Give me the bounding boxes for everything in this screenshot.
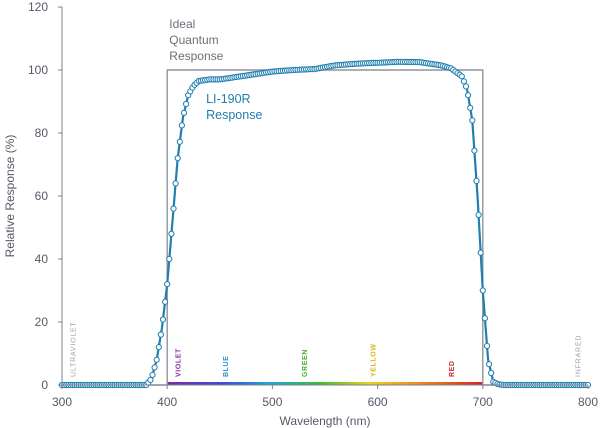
x-tick-label: 300 [52, 395, 72, 409]
response-data-point [486, 361, 493, 368]
spectrum-band-label: BLUE [223, 356, 230, 377]
response-data-point [477, 249, 484, 256]
spectrum-band-label: GREEN [302, 349, 309, 377]
response-data-point [149, 371, 156, 378]
ideal-response-label: Quantum [169, 33, 218, 47]
y-tick-label: 100 [28, 63, 48, 77]
response-data-point [164, 281, 171, 288]
response-data-point [465, 92, 472, 99]
response-data-point [183, 100, 190, 108]
response-data-point [467, 104, 474, 111]
response-data-point [483, 342, 491, 349]
response-data-point [147, 376, 154, 384]
response-data-point [162, 298, 169, 305]
response-data-point [481, 315, 488, 322]
y-tick-label: 60 [35, 189, 49, 203]
response-data-point [469, 117, 476, 124]
response-data-point [460, 78, 467, 85]
response-data-point [172, 180, 179, 187]
spectrum-band-label: RED [449, 360, 456, 377]
spectrum-edge-label: ULTRAVIOLET [71, 321, 78, 377]
y-axis-title: Relative Response (%) [3, 135, 17, 258]
visible-spectrum-strip [167, 382, 483, 385]
y-tick-label: 40 [35, 252, 49, 266]
x-tick-label: 600 [368, 395, 388, 409]
li190r-response-label: Response [206, 108, 262, 122]
y-tick-label: 120 [28, 0, 48, 14]
y-tick-label: 80 [35, 126, 49, 140]
y-tick-label: 20 [35, 315, 49, 329]
response-data-point [166, 255, 173, 263]
x-tick-label: 400 [157, 395, 177, 409]
x-tick-label: 500 [262, 395, 282, 409]
response-data-point [157, 331, 164, 338]
spectrum-edge-label: INFRARED [575, 335, 582, 377]
response-data-point [168, 230, 175, 237]
response-data-point [178, 122, 185, 129]
response-data-point [475, 211, 482, 218]
y-tick-label: 0 [41, 378, 48, 392]
x-tick-label: 700 [473, 395, 493, 409]
response-data-point [462, 83, 470, 90]
response-data-point [170, 205, 177, 212]
response-data-point [473, 177, 480, 184]
response-data-point [174, 155, 181, 162]
response-data-point [153, 356, 160, 363]
ideal-quantum-response-line [62, 69, 588, 386]
response-data-point [458, 73, 465, 80]
response-data-point [159, 316, 167, 323]
response-data-point [176, 138, 183, 145]
ideal-response-label: Ideal [169, 17, 195, 31]
response-data-point [180, 109, 188, 116]
x-tick-label: 800 [578, 395, 598, 409]
spectrum-band-label: VIOLET [176, 348, 183, 377]
spectrum-band-label: YELLOW [370, 343, 377, 377]
ideal-response-label: Response [169, 49, 223, 63]
response-data-point [488, 369, 495, 377]
li190r-response-line [62, 60, 588, 387]
x-axis-title: Wavelength (nm) [280, 414, 371, 428]
response-data-point [155, 344, 162, 351]
response-data-point [479, 287, 486, 294]
response-data-point [471, 147, 478, 154]
li190r-response-label: LI-190R [206, 92, 250, 106]
response-data-point [151, 364, 158, 371]
